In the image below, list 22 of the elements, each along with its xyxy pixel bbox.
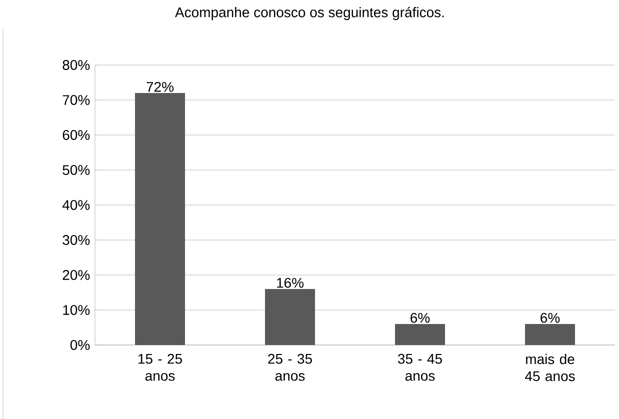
- x-tick-label: 25 - 35 anos: [268, 354, 312, 381]
- x-tick-label: 35 - 45 anos: [398, 354, 442, 381]
- y-tick-label: 20%: [62, 270, 90, 280]
- y-tick-label: 30%: [62, 235, 90, 245]
- y-tick-label: 10%: [63, 305, 90, 315]
- bar: [265, 289, 316, 345]
- y-tick-label: 40%: [62, 200, 90, 210]
- bar: [135, 93, 186, 345]
- y-tick-label: 50%: [62, 165, 90, 175]
- y-tick-label: 80%: [62, 60, 90, 70]
- x-tick-label: 15 - 25 anos: [138, 354, 182, 381]
- y-tick-label: 70%: [62, 95, 90, 105]
- y-tick-label: 0%: [70, 340, 90, 350]
- y-tick-label: 60%: [62, 130, 90, 140]
- x-tick-label: mais de 45 anos: [525, 354, 575, 382]
- data-label: 6%: [540, 312, 560, 323]
- data-label: 16%: [277, 278, 304, 288]
- chart-title: Acompanhe conosco os seguintes gráficos.: [175, 6, 444, 20]
- data-label: 6%: [410, 312, 430, 323]
- bar: [395, 324, 446, 345]
- data-label: 72%: [146, 82, 174, 92]
- bar: [525, 324, 576, 345]
